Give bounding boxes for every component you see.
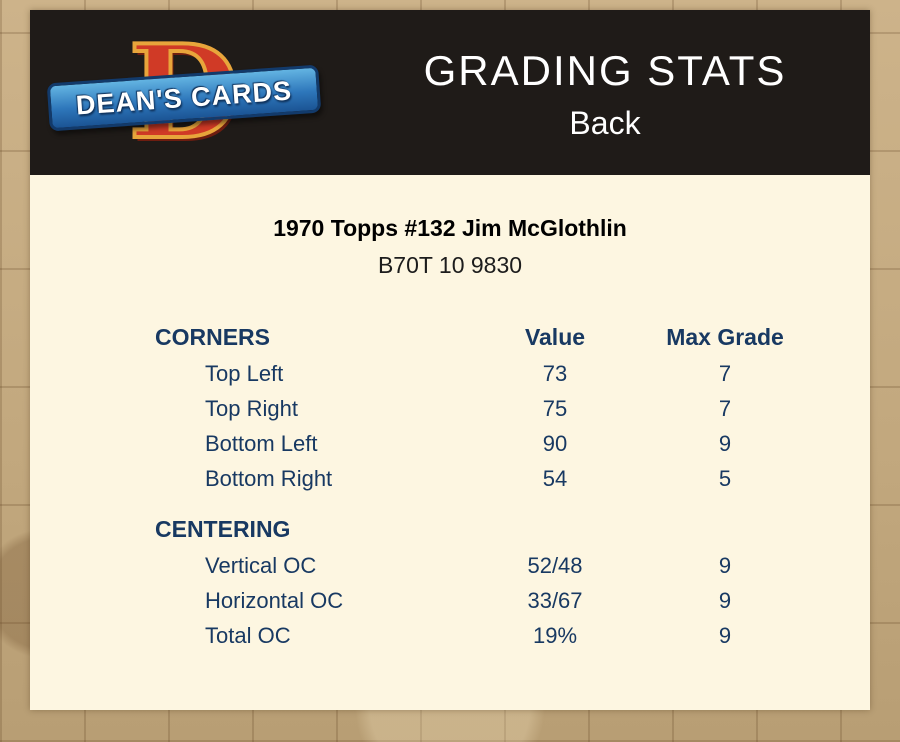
row-max-grade: 7 <box>718 360 732 386</box>
table-row: Top Right 75 7 <box>155 391 870 426</box>
table-row: Total OC 19% 9 <box>155 618 870 653</box>
row-label: Vertical OC <box>205 552 317 578</box>
table-header-row: CORNERS Value Max Grade <box>155 319 870 356</box>
section-header-row: CENTERING <box>155 511 870 548</box>
page-title: GRADING STATS <box>423 47 787 94</box>
table-row: Bottom Right 54 5 <box>155 461 870 496</box>
page-subtitle: Back <box>569 105 641 141</box>
grading-table: CORNERS Value Max Grade Top Left 73 7 To… <box>30 319 870 653</box>
row-label: Top Left <box>205 360 284 386</box>
deans-cards-logo: D DEAN'S CARDS <box>46 22 322 164</box>
card-title: 1970 Topps #132 Jim McGlothlin <box>273 215 627 241</box>
row-label: Total OC <box>205 622 291 648</box>
section-title-corners: CORNERS <box>155 324 271 350</box>
row-label: Bottom Right <box>205 465 333 491</box>
row-label: Top Right <box>205 395 298 421</box>
table-row: Top Left 73 7 <box>155 356 870 391</box>
column-header-max-grade: Max Grade <box>666 324 784 350</box>
row-value: 90 <box>542 430 568 456</box>
row-value: 52/48 <box>527 552 583 578</box>
row-value: 73 <box>542 360 568 386</box>
row-value: 19% <box>532 622 578 648</box>
row-max-grade: 9 <box>718 430 732 456</box>
row-max-grade: 5 <box>718 465 732 491</box>
row-max-grade: 7 <box>718 395 732 421</box>
column-header-value: Value <box>524 324 586 350</box>
logo-area: D DEAN'S CARDS <box>30 10 340 175</box>
row-label: Horizontal OC <box>205 587 344 613</box>
row-max-grade: 9 <box>718 622 732 648</box>
table-row: Bottom Left 90 9 <box>155 426 870 461</box>
header-bar: D DEAN'S CARDS GRADING STATS Back <box>30 10 870 175</box>
row-max-grade: 9 <box>718 552 732 578</box>
header-titles: GRADING STATS Back <box>340 10 870 175</box>
logo-text: DEAN'S CARDS <box>74 74 293 121</box>
card-code: B70T 10 9830 <box>377 252 523 278</box>
row-value: 33/67 <box>527 587 583 613</box>
row-value: 54 <box>542 465 568 491</box>
stats-content: 1970 Topps #132 Jim McGlothlin B70T 10 9… <box>30 175 870 710</box>
section-title-centering: CENTERING <box>155 516 291 542</box>
row-value: 75 <box>542 395 568 421</box>
grading-stats-panel: D DEAN'S CARDS GRADING STATS Back 1970 T… <box>30 10 870 710</box>
row-max-grade: 9 <box>718 587 732 613</box>
section-spacer <box>155 496 870 511</box>
table-row: Vertical OC 52/48 9 <box>155 548 870 583</box>
table-row: Horizontal OC 33/67 9 <box>155 583 870 618</box>
row-label: Bottom Left <box>205 430 318 456</box>
